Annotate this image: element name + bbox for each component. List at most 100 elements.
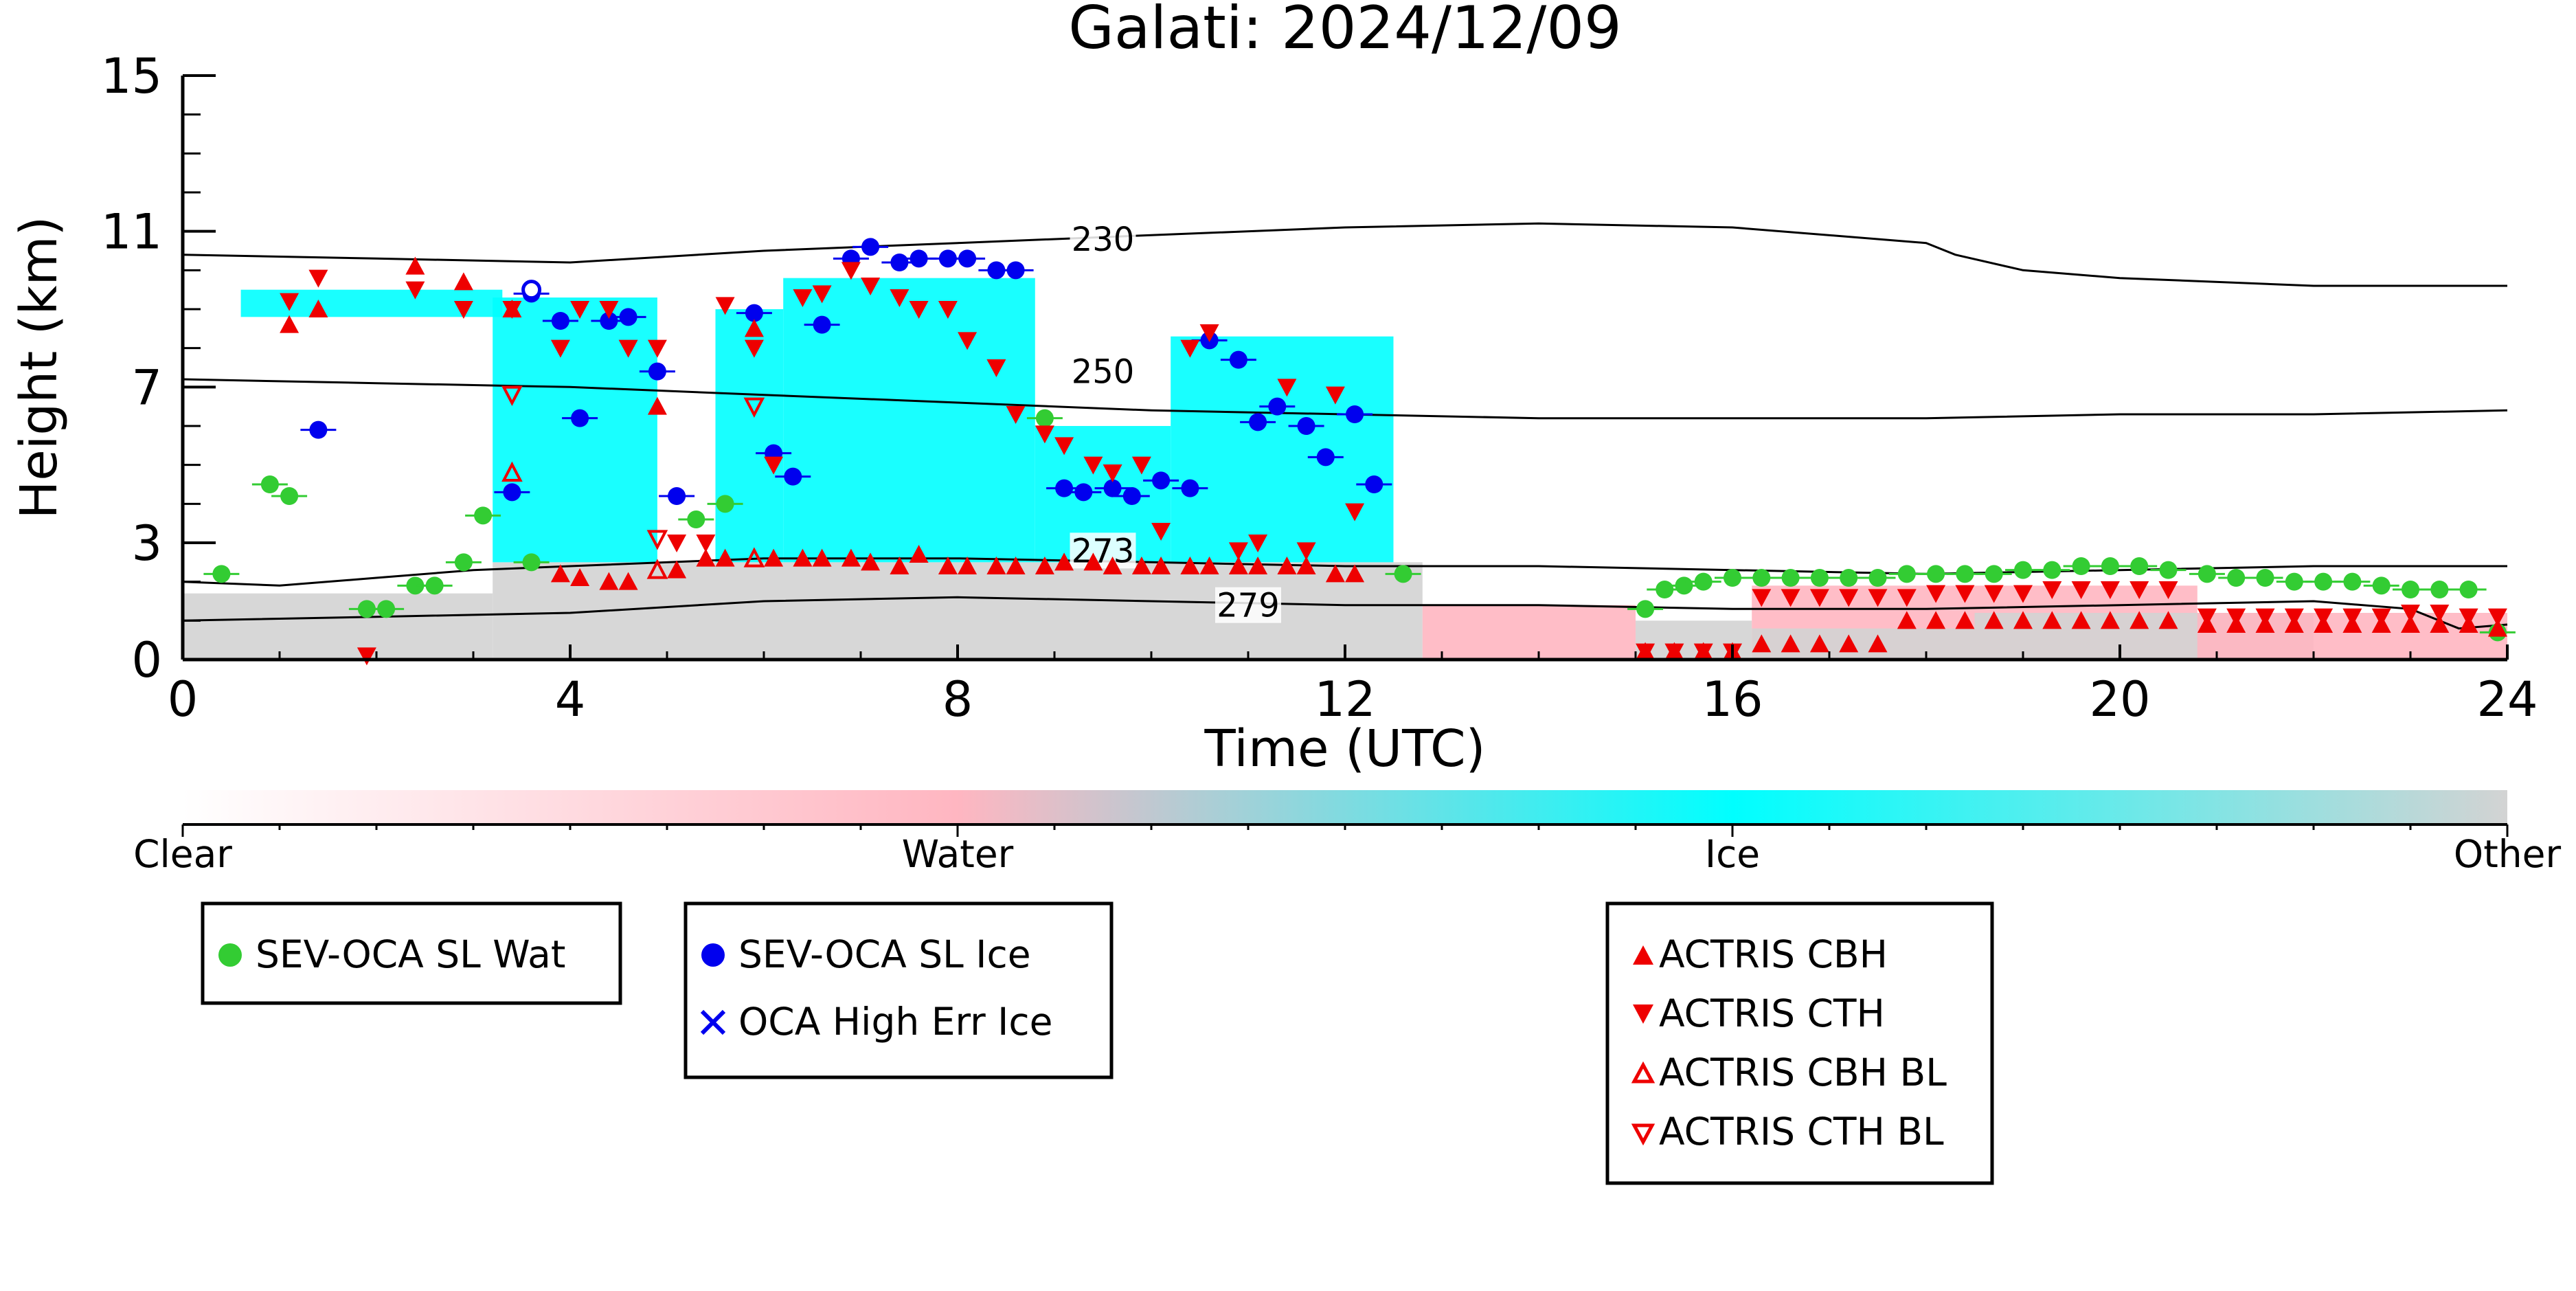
x-axis-ticks: 0 4 8 12 16 20 24 [168, 644, 2538, 728]
marker-actris-cbh-bl-1 [646, 559, 668, 579]
marker-sev-oca-sl-wat-27 [1985, 565, 2003, 583]
marker-sev-oca-sl-ice-24 [1122, 487, 1141, 505]
marker-sev-oca-sl-wat-15 [1656, 581, 1674, 598]
marker-actris-cth-34 [1228, 542, 1248, 561]
marker-sev-oca-sl-ice-22 [1074, 483, 1093, 502]
legend-label-sev-oca-ice: SEV-OCA SL Ice [738, 932, 1031, 976]
x-axis-label: Time (UTC) [1204, 719, 1485, 778]
legend-label-oca-high-err: OCA High Err Ice [738, 1000, 1052, 1044]
marker-actris-cbh-1 [308, 300, 328, 317]
marker-oca-high-err-ice-0 [521, 280, 542, 300]
marker-actris-cbh-19 [890, 557, 909, 574]
marker-actris-cth-35 [1248, 535, 1268, 552]
marker-sev-oca-sl-ice-16 [909, 249, 928, 268]
marker-actris-cth-6 [550, 339, 570, 358]
colorbar-label-ice: Ice [1705, 832, 1760, 876]
marker-sev-oca-sl-wat-21 [1810, 569, 1829, 587]
marker-actris-cbh-5 [550, 564, 570, 583]
legend-marker-cbh-bl [1631, 1061, 1656, 1084]
marker-actris-cth-5 [502, 301, 522, 319]
legend-ice-box [683, 901, 1114, 1079]
marker-actris-cbh-18 [861, 552, 881, 571]
marker-actris-cbh-17 [841, 548, 861, 567]
marker-sev-oca-sl-ice-23 [1103, 479, 1122, 497]
marker-actris-cth-68 [2459, 608, 2478, 627]
marker-sev-oca-sl-wat-37 [2285, 572, 2303, 591]
x-tick-label-24: 24 [2476, 671, 2538, 728]
marker-sev-oca-sl-wat-12 [1035, 409, 1054, 427]
marker-sev-oca-sl-ice-12 [813, 315, 831, 334]
marker-sev-oca-sl-ice-33 [1346, 405, 1364, 423]
legend-water-box [201, 901, 622, 1005]
isotherm-label-273: 273 [1072, 532, 1135, 570]
y-tick-label-0: 0 [131, 632, 162, 688]
marker-actris-cth-22 [938, 301, 958, 319]
legend-label-cbh: ACTRIS CBH [1659, 932, 1888, 976]
marker-actris-cbh-2 [405, 256, 425, 275]
marker-actris-cth-1 [308, 269, 328, 288]
marker-actris-cbh-16 [812, 548, 832, 567]
marker-actris-cbh-37 [1325, 564, 1345, 583]
marker-actris-cth-32 [1180, 339, 1200, 358]
marker-actris-cth-4 [453, 301, 473, 319]
marker-sev-oca-sl-wat-18 [1724, 569, 1741, 587]
marker-sev-oca-sl-ice-11 [784, 467, 802, 486]
marker-actris-cth-18 [841, 262, 861, 280]
marker-actris-cth-8 [599, 301, 619, 319]
marker-actris-cbh-32 [1199, 557, 1219, 574]
colorbar-ticks [181, 824, 2509, 837]
marker-sev-oca-sl-wat-31 [2101, 557, 2119, 575]
marker-sev-oca-sl-ice-34 [1365, 475, 1383, 493]
marker-actris-cth-53 [2013, 585, 2033, 603]
marker-actris-cth-60 [2226, 608, 2246, 627]
marker-actris-cbh-bl-2 [743, 547, 765, 568]
marker-actris-cth-69 [2487, 608, 2507, 627]
marker-actris-cth-29 [1103, 464, 1122, 482]
marker-actris-cbh-55 [2100, 611, 2120, 629]
marker-sev-oca-sl-wat-13 [1394, 565, 1412, 583]
marker-actris-cth-20 [890, 289, 909, 307]
legend-actris: ACTRIS CBH ACTRIS CTH ACTRIS CBH BL ACTR… [1605, 901, 1994, 1185]
classification-regions [183, 278, 2507, 660]
marker-actris-cbh-52 [2013, 611, 2033, 629]
marker-actris-cbh-8 [618, 572, 638, 590]
marker-actris-cth-25 [1006, 406, 1026, 424]
marker-sev-oca-sl-ice-17 [938, 249, 957, 268]
marker-actris-cbh-27 [1083, 552, 1103, 571]
marker-sev-oca-sl-wat-33 [2159, 561, 2178, 579]
marker-actris-cbh-7 [599, 572, 619, 590]
marker-actris-cbh-10 [667, 560, 687, 579]
marker-sev-oca-sl-wat-17 [1694, 572, 1713, 591]
marker-sev-oca-sl-wat-32 [2130, 557, 2149, 575]
marker-actris-cth-19 [861, 278, 881, 295]
marker-actris-cth-54 [2042, 581, 2062, 599]
marker-actris-cbh-20 [909, 545, 929, 563]
legend-marker-cbh [1633, 945, 1653, 965]
marker-actris-cth-38 [1325, 386, 1345, 405]
marker-sev-oca-sl-wat-5 [406, 576, 425, 595]
data-markers [203, 238, 2516, 666]
region-other-0 [183, 593, 493, 660]
marker-sev-oca-sl-ice-0 [309, 420, 328, 439]
marker-sev-oca-sl-ice-18 [958, 249, 977, 268]
marker-actris-cth-11 [667, 535, 687, 552]
marker-actris-cth-26 [1035, 425, 1054, 444]
marker-actris-cth-56 [2100, 581, 2120, 599]
marker-actris-cth-45 [1781, 589, 1800, 607]
marker-actris-cth-40 [1636, 643, 1656, 662]
isotherm-label-bg-250 [1070, 353, 1136, 390]
marker-actris-cbh-bl-0 [501, 461, 523, 482]
marker-actris-cth-67 [2430, 605, 2450, 622]
isotherm-label-279: 279 [1217, 587, 1280, 625]
marker-sev-oca-sl-wat-1 [260, 475, 279, 493]
region-water-8 [1422, 605, 1636, 660]
marker-sev-oca-sl-ice-28 [1229, 350, 1247, 369]
marker-sev-oca-sl-wat-40 [2372, 576, 2391, 595]
marker-sev-oca-sl-ice-6 [619, 308, 637, 326]
marker-actris-cbh-21 [938, 557, 958, 574]
colorbar-label-water: Water [902, 832, 1014, 876]
marker-actris-cth-7 [570, 301, 590, 319]
marker-sev-oca-sl-ice-4 [571, 409, 589, 427]
